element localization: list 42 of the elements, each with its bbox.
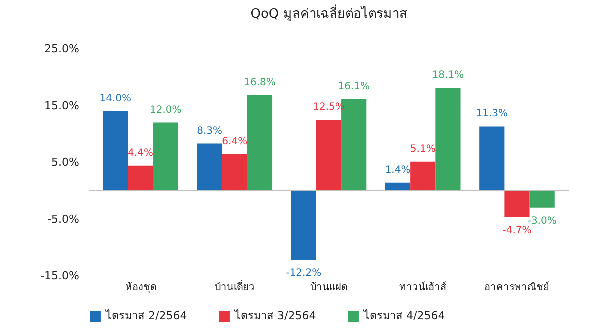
data-label: 16.1% — [338, 82, 370, 93]
bar — [103, 111, 128, 191]
bar — [128, 166, 154, 191]
x-tick-label: อาคารพาณิชย์ — [484, 282, 550, 294]
y-tick-label: -15.0% — [40, 270, 80, 282]
data-label: 16.8% — [244, 78, 276, 89]
data-label: -12.2% — [286, 268, 322, 280]
data-label: 8.3% — [197, 126, 222, 137]
bar — [316, 120, 342, 191]
data-label: 12.0% — [150, 104, 182, 116]
data-label: -3.0% — [528, 216, 557, 227]
bar — [222, 154, 248, 191]
x-tick-label: ห้องชุด — [125, 282, 156, 294]
data-label: 1.4% — [385, 164, 411, 176]
legend-label: ไตรมาส 2/2564 — [105, 310, 188, 323]
bar — [291, 190, 316, 260]
chart-title: QoQ มูลค่าเฉลี่ยต่อไตรมาส — [250, 5, 408, 22]
data-label: 18.1% — [432, 70, 464, 82]
y-tick-label: 5.0% — [52, 156, 80, 169]
bar — [153, 122, 178, 191]
legend-label: ไตรมาส 4/2564 — [363, 310, 446, 323]
bar — [197, 144, 222, 191]
data-label: 6.4% — [222, 136, 248, 148]
data-label: 4.4% — [128, 148, 154, 159]
x-tick-label: ทาวน์เฮ้าส์ — [400, 282, 447, 294]
data-label: 11.3% — [476, 108, 508, 120]
bar — [247, 96, 273, 191]
bar — [480, 126, 505, 191]
bar — [410, 162, 436, 191]
bar — [530, 190, 555, 208]
bar — [385, 182, 411, 191]
legend-label: ไตรมาส 3/2564 — [234, 310, 316, 323]
data-label: -4.7% — [502, 226, 532, 237]
y-tick-label: -5.0% — [48, 212, 80, 226]
y-tick-label: 25.0% — [44, 42, 80, 56]
data-label: 5.1% — [410, 144, 436, 155]
x-tick-label: บ้านเดี่ยว — [214, 280, 255, 294]
data-label: 14.0% — [100, 93, 132, 104]
x-tick-label: บ้านแฝด — [310, 282, 348, 294]
bar — [436, 88, 461, 191]
bar — [504, 190, 530, 218]
y-tick-label: 15.0% — [44, 99, 80, 112]
